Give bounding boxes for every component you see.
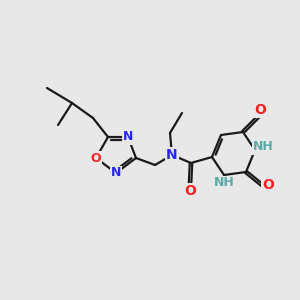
Text: N: N [166, 148, 178, 162]
Text: O: O [254, 103, 266, 117]
Text: N: N [123, 130, 133, 143]
Text: N: N [111, 167, 121, 179]
Text: NH: NH [214, 176, 234, 190]
Text: O: O [184, 184, 196, 198]
Text: NH: NH [253, 140, 273, 154]
Text: O: O [91, 152, 101, 164]
Text: O: O [262, 178, 274, 192]
